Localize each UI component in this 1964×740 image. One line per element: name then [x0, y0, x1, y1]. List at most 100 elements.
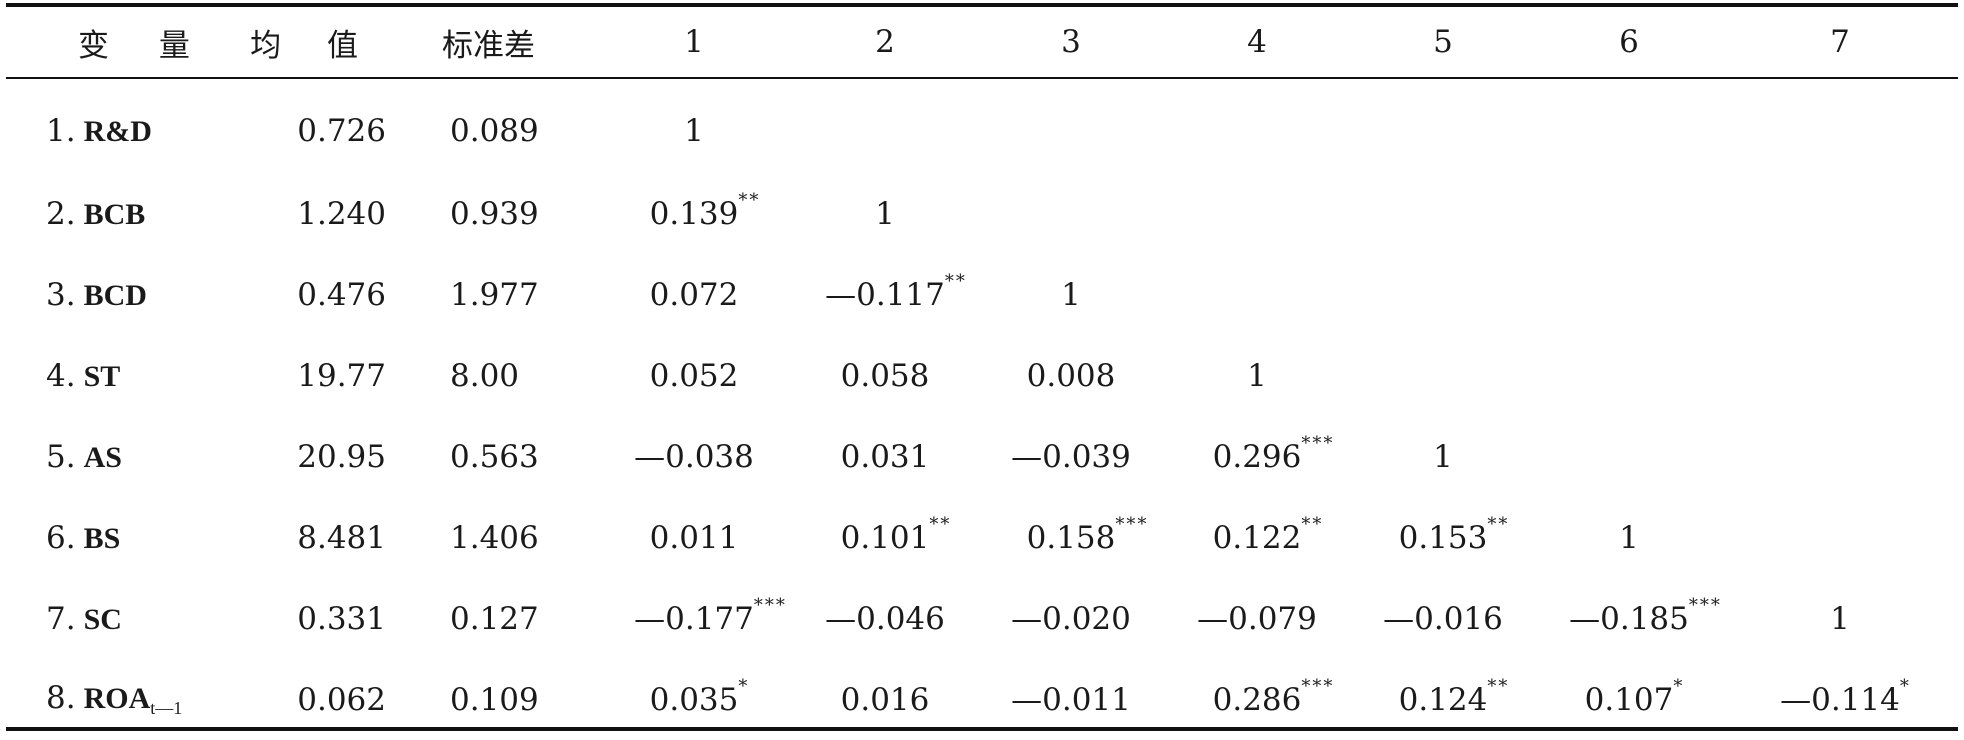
mean-cell: 0.062: [297, 681, 386, 718]
table-row: 4. ST 19.77 8.00 0.052 0.058 0.008 1: [6, 335, 1958, 416]
coefficient: 1: [1247, 357, 1267, 394]
std-dev-cell: 8.00: [450, 357, 520, 394]
correlation-value: 1: [1061, 277, 1081, 313]
table-row: 8. ROAt—1 0.062 0.109 0.035 * 0.016 —0.011 0.286…: [6, 659, 1958, 740]
significance-stars: ***: [1301, 432, 1335, 454]
correlation-cell: [1722, 254, 1958, 335]
correlation-cell: —0.079: [1164, 578, 1350, 659]
correlation-value: —0.177 ***: [634, 595, 785, 637]
coefficient: —0.046: [825, 600, 945, 637]
correlation-cell: 1: [1164, 335, 1350, 416]
coefficient: —0.038: [634, 438, 754, 475]
correlation-cell: —0.185 ***: [1536, 578, 1722, 659]
variable-subscript: t—1: [150, 698, 183, 718]
correlation-value: 1: [684, 113, 704, 149]
significance-stars: **: [944, 270, 967, 292]
coefficient: 0.016: [840, 681, 930, 718]
correlation-cell: 0.035 *: [596, 659, 792, 740]
coefficient: —0.177: [634, 600, 754, 637]
mean-cell: 20.95: [297, 438, 386, 475]
correlation-value: —0.038: [634, 439, 754, 475]
std-dev-cell: 1.977: [450, 276, 539, 313]
variable-name: BS: [84, 522, 121, 555]
table-row: 1. R&D 0.726 0.089 1: [6, 77, 1958, 173]
coefficient: —0.039: [1011, 438, 1131, 475]
variable-index: 1.: [46, 113, 76, 149]
coefficient: 0.101: [840, 519, 930, 556]
header-col-3: 3: [1061, 24, 1081, 60]
header-col-6: 6: [1619, 24, 1639, 60]
correlation-cell: —0.020: [978, 578, 1164, 659]
coefficient: 0.158: [1026, 519, 1116, 556]
correlation-value: 0.035 *: [650, 676, 748, 718]
correlation-cell: [1350, 77, 1536, 173]
correlation-cell: [978, 77, 1164, 173]
correlation-cell: [1722, 173, 1958, 254]
table-row: 2. BCB 1.240 0.939 0.139 ** 1: [6, 173, 1958, 254]
coefficient: 0.122: [1212, 519, 1302, 556]
coefficient: 1: [1433, 438, 1453, 475]
correlation-value: 1: [1830, 601, 1850, 637]
header-variable: 变 量: [78, 27, 210, 64]
correlation-cell: [792, 77, 978, 173]
correlation-value: 0.031: [841, 439, 930, 475]
correlation-value: 0.286 ***: [1213, 676, 1333, 718]
table-body: 1. R&D 0.726 0.089 1 2. BCB 1.240 0.939 0.139 ** 1 3…: [6, 77, 1958, 740]
variable-index: 3.: [46, 276, 76, 313]
correlation-value: —0.039: [1011, 439, 1131, 475]
correlation-cell: 0.011: [596, 497, 792, 578]
coefficient: 0.296: [1212, 438, 1302, 475]
table-row: 3. BCD 0.476 1.977 0.072 —0.117 ** 1: [6, 254, 1958, 335]
correlation-cell: —0.117 **: [792, 254, 978, 335]
header-col-7: 7: [1830, 24, 1850, 60]
variable-name: BCB: [84, 198, 146, 231]
correlation-cell: 1: [596, 77, 792, 173]
correlation-cell: —0.038: [596, 416, 792, 497]
variable-label: ST: [83, 359, 121, 393]
correlation-cell: 0.058: [792, 335, 978, 416]
variable-cell: 8. ROAt—1: [6, 659, 226, 740]
correlation-cell: 0.016: [792, 659, 978, 740]
variable-label: AS: [83, 440, 122, 474]
variable-label: BCB: [83, 197, 146, 231]
header-col-1: 1: [684, 24, 704, 60]
header-col-5: 5: [1433, 24, 1453, 60]
significance-stars: ***: [1688, 594, 1722, 616]
coefficient: 1: [875, 195, 895, 232]
correlation-value: 1: [1247, 358, 1267, 394]
variable-index: 5.: [46, 438, 76, 475]
correlation-cell: —0.039: [978, 416, 1164, 497]
significance-stars: **: [1487, 513, 1510, 535]
variable-cell: 5. AS: [6, 416, 226, 497]
coefficient: 0.011: [649, 519, 739, 556]
correlation-value: —0.117 **: [825, 271, 965, 313]
coefficient: —0.114: [1780, 681, 1900, 718]
significance-stars: *: [1899, 675, 1911, 697]
mean-cell: 0.726: [297, 113, 386, 149]
variable-index: 8.: [46, 680, 76, 716]
correlation-cell: —0.016: [1350, 578, 1536, 659]
correlation-value: 0.139 **: [650, 190, 759, 232]
correlation-cell: 0.052: [596, 335, 792, 416]
correlation-value: 0.158 ***: [1026, 514, 1147, 556]
correlation-cell: [1164, 254, 1350, 335]
significance-stars: **: [1487, 675, 1510, 697]
coefficient: 1: [1061, 276, 1081, 313]
correlation-cell: —0.114 *: [1722, 659, 1958, 740]
std-dev-cell: 0.109: [450, 681, 539, 718]
variable-cell: 6. BS: [6, 497, 226, 578]
coefficient: —0.011: [1011, 681, 1131, 718]
correlation-value: 0.296 ***: [1212, 433, 1333, 475]
correlation-cell: [1722, 497, 1958, 578]
top-rule: [6, 3, 1958, 7]
correlation-value: 0.107 *: [1585, 676, 1683, 718]
correlation-cell: 0.124 **: [1350, 659, 1536, 740]
correlation-value: 0.101 **: [840, 514, 950, 556]
correlation-value: 0.124 **: [1399, 676, 1508, 718]
mean-cell: 19.77: [297, 357, 386, 394]
correlation-cell: [1536, 416, 1722, 497]
correlation-cell: 0.158 ***: [978, 497, 1164, 578]
correlation-cell: [1164, 77, 1350, 173]
variable-name: SC: [84, 603, 122, 636]
table-row: 6. BS 8.481 1.406 0.011 0.101 ** 0.158 *** 0.122 *…: [6, 497, 1958, 578]
